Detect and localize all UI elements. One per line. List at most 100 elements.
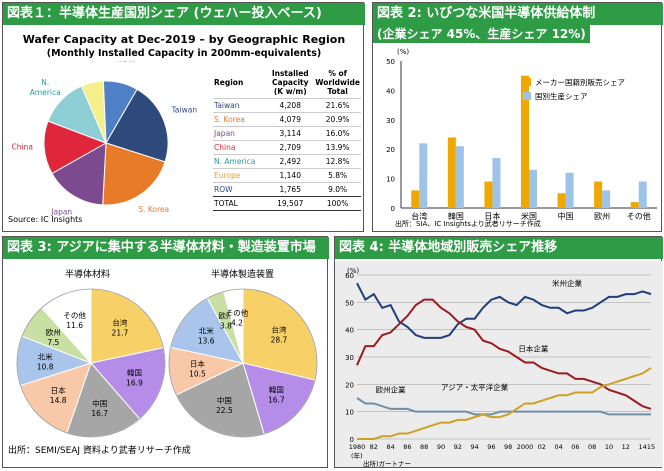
table-row: ROW 1,765 9.0% — [213, 182, 361, 197]
legend-label: 国別生産シェア — [535, 91, 588, 101]
x-tick-label: 04 — [554, 443, 562, 451]
pie-value: 11.6 — [66, 321, 83, 330]
pie-label: 中国 — [92, 398, 107, 408]
pie-label: 韓国 — [127, 368, 142, 378]
bar — [411, 190, 420, 208]
pie-value: 7.5 — [47, 338, 59, 347]
x-tick-label: 14 — [638, 443, 646, 451]
series-line — [356, 397, 651, 416]
pie-value: 16.9 — [126, 379, 143, 388]
pie-label: N. — [41, 78, 49, 87]
x-tick-label: 08 — [588, 443, 596, 451]
pie-label: 北米 — [38, 352, 53, 362]
series-label: 米州企業 — [552, 278, 582, 288]
table-header-row: Region Installed Capacity (K w/m) % of W… — [213, 67, 361, 99]
x-tick-label: 2000 — [517, 443, 534, 451]
asia-pies: 台湾21.7韓国16.9中国16.7日本14.8北米10.8欧州7.5その他11… — [16, 288, 318, 438]
y-axis-label: (%) — [397, 48, 409, 56]
x-tick-label: 02 — [538, 443, 546, 451]
y-tick-label: 0 — [350, 436, 354, 444]
table-row: Japan 3,114 16.0% — [213, 126, 361, 141]
x-tick-label: 88 — [420, 443, 428, 451]
wafer-table: Region Installed Capacity (K w/m) % of W… — [213, 67, 361, 211]
row-region: N. America — [213, 154, 267, 169]
panel-1-source: Source: IC Insights — [8, 215, 83, 224]
bar — [484, 181, 493, 208]
row-capacity: 4,079 — [266, 112, 315, 127]
legend-label: メーカー国籍別販売シェア — [535, 77, 625, 87]
bar — [638, 181, 647, 208]
bar — [521, 75, 529, 208]
bar — [602, 190, 611, 208]
x-tick-label: 韓国 — [448, 211, 464, 221]
pie-value: 4.2 — [231, 319, 243, 328]
x-tick-label: 92 — [454, 443, 462, 451]
bar — [447, 137, 456, 208]
x-tick-label: 日本 — [484, 211, 500, 221]
row-percent: 21.6% — [314, 98, 361, 113]
pie-label: 台湾 — [271, 325, 286, 335]
row-region: Taiwan — [213, 98, 267, 113]
y-tick-label: 20 — [345, 381, 354, 389]
pie-value: 13.6 — [198, 337, 215, 346]
pie-label: 欧州 — [46, 327, 61, 337]
bar — [419, 143, 428, 208]
row-percent: 13.9% — [314, 140, 361, 155]
x-tick-label: 98 — [504, 443, 512, 451]
wafer-heading: Wafer Capacity at Dec-2019 – by Geograph… — [22, 33, 346, 46]
x-tick-label: 06 — [571, 443, 579, 451]
row-percent: 12.8% — [314, 154, 361, 169]
table-row: S. Korea 4,079 20.9% — [213, 112, 361, 127]
y-tick-label: 50 — [386, 58, 395, 66]
wafer-pie-chart: Taiwan S. Korea Japan China N.America Europe R… — [12, 61, 198, 216]
pie-label: その他 — [226, 308, 249, 318]
bar — [455, 146, 464, 208]
row-capacity: 2,492 — [266, 154, 315, 169]
pie-value: 16.7 — [91, 409, 108, 418]
panel-2-source: 出所：SIA、IC Insightsより武者リサーチ作成 — [395, 220, 541, 228]
y-tick-label: 20 — [386, 146, 395, 154]
row-region: China — [213, 140, 267, 155]
series-label: 欧州企業 — [376, 385, 406, 395]
pie-outline — [16, 288, 166, 438]
pie-slice — [102, 80, 138, 145]
panel-4-source: 出所)ガートナー — [363, 459, 411, 467]
y-tick-label: 0 — [391, 205, 395, 213]
x-tick-label: 82 — [370, 443, 378, 451]
y-tick-label: 50 — [345, 299, 354, 307]
total-capacity: 19,507 — [277, 199, 304, 208]
panel-2: 図表 2: いびつな米国半導体供給体制 (企業シェア 45%、生産シェア 12%… — [372, 2, 663, 232]
x-tick-label: 米国 — [521, 211, 537, 221]
x-tick-label: 84 — [386, 443, 394, 451]
row-percent: 16.0% — [314, 126, 361, 141]
panel-3-source: 出所：SEMI/SEAJ 資料より武者リサーチ作成 — [8, 446, 191, 456]
panel-1: 図表１：半導体生産国別シェア (ウェハー投入ベース) Wafer Capacit… — [2, 2, 365, 232]
pie-label: ROW — [117, 61, 136, 63]
x-tick-label: 96 — [487, 443, 495, 451]
pie-label: その他 — [63, 310, 86, 320]
pie-value: 14.8 — [50, 396, 67, 405]
panel-2-subtitle: (企業シェア 45%、生産シェア 12%) — [373, 25, 590, 43]
series-label: 日本企業 — [518, 344, 548, 354]
x-tick-label: 15 — [647, 443, 655, 451]
pie-slice — [102, 142, 166, 206]
bar — [630, 202, 639, 208]
y-tick-label: 60 — [345, 272, 354, 280]
pie-label: 日本 — [190, 358, 205, 368]
header-capacity: Installed Capacity (K w/m) — [271, 69, 309, 96]
table-row: Europe 1,140 5.8% — [213, 168, 361, 183]
row-percent: 20.9% — [314, 112, 361, 127]
table-row: N. America 2,492 12.8% — [213, 154, 361, 169]
table-total-row: TOTAL 19,507 100% — [213, 196, 361, 211]
pie-value: 28.7 — [271, 336, 288, 345]
total-label: TOTAL — [214, 199, 238, 208]
regional-share-line-chart: (%) 0 10 20 30 40 50 60 1980 82 84 86 88 90 92 94 96 98 20… — [335, 261, 663, 467]
equipment-label: 半導体製造装置 — [211, 270, 275, 280]
panel-3-title: 図表 3: アジアに集中する半導体材料・製造装置市場 — [3, 237, 329, 259]
x-tick-label: 86 — [403, 443, 411, 451]
x-tick-label: その他 — [627, 211, 651, 221]
row-region: Europe — [213, 168, 267, 183]
row-capacity: 1,765 — [266, 182, 315, 197]
pie-value: 16.7 — [268, 396, 285, 405]
x-tick-label: 10 — [605, 443, 613, 451]
